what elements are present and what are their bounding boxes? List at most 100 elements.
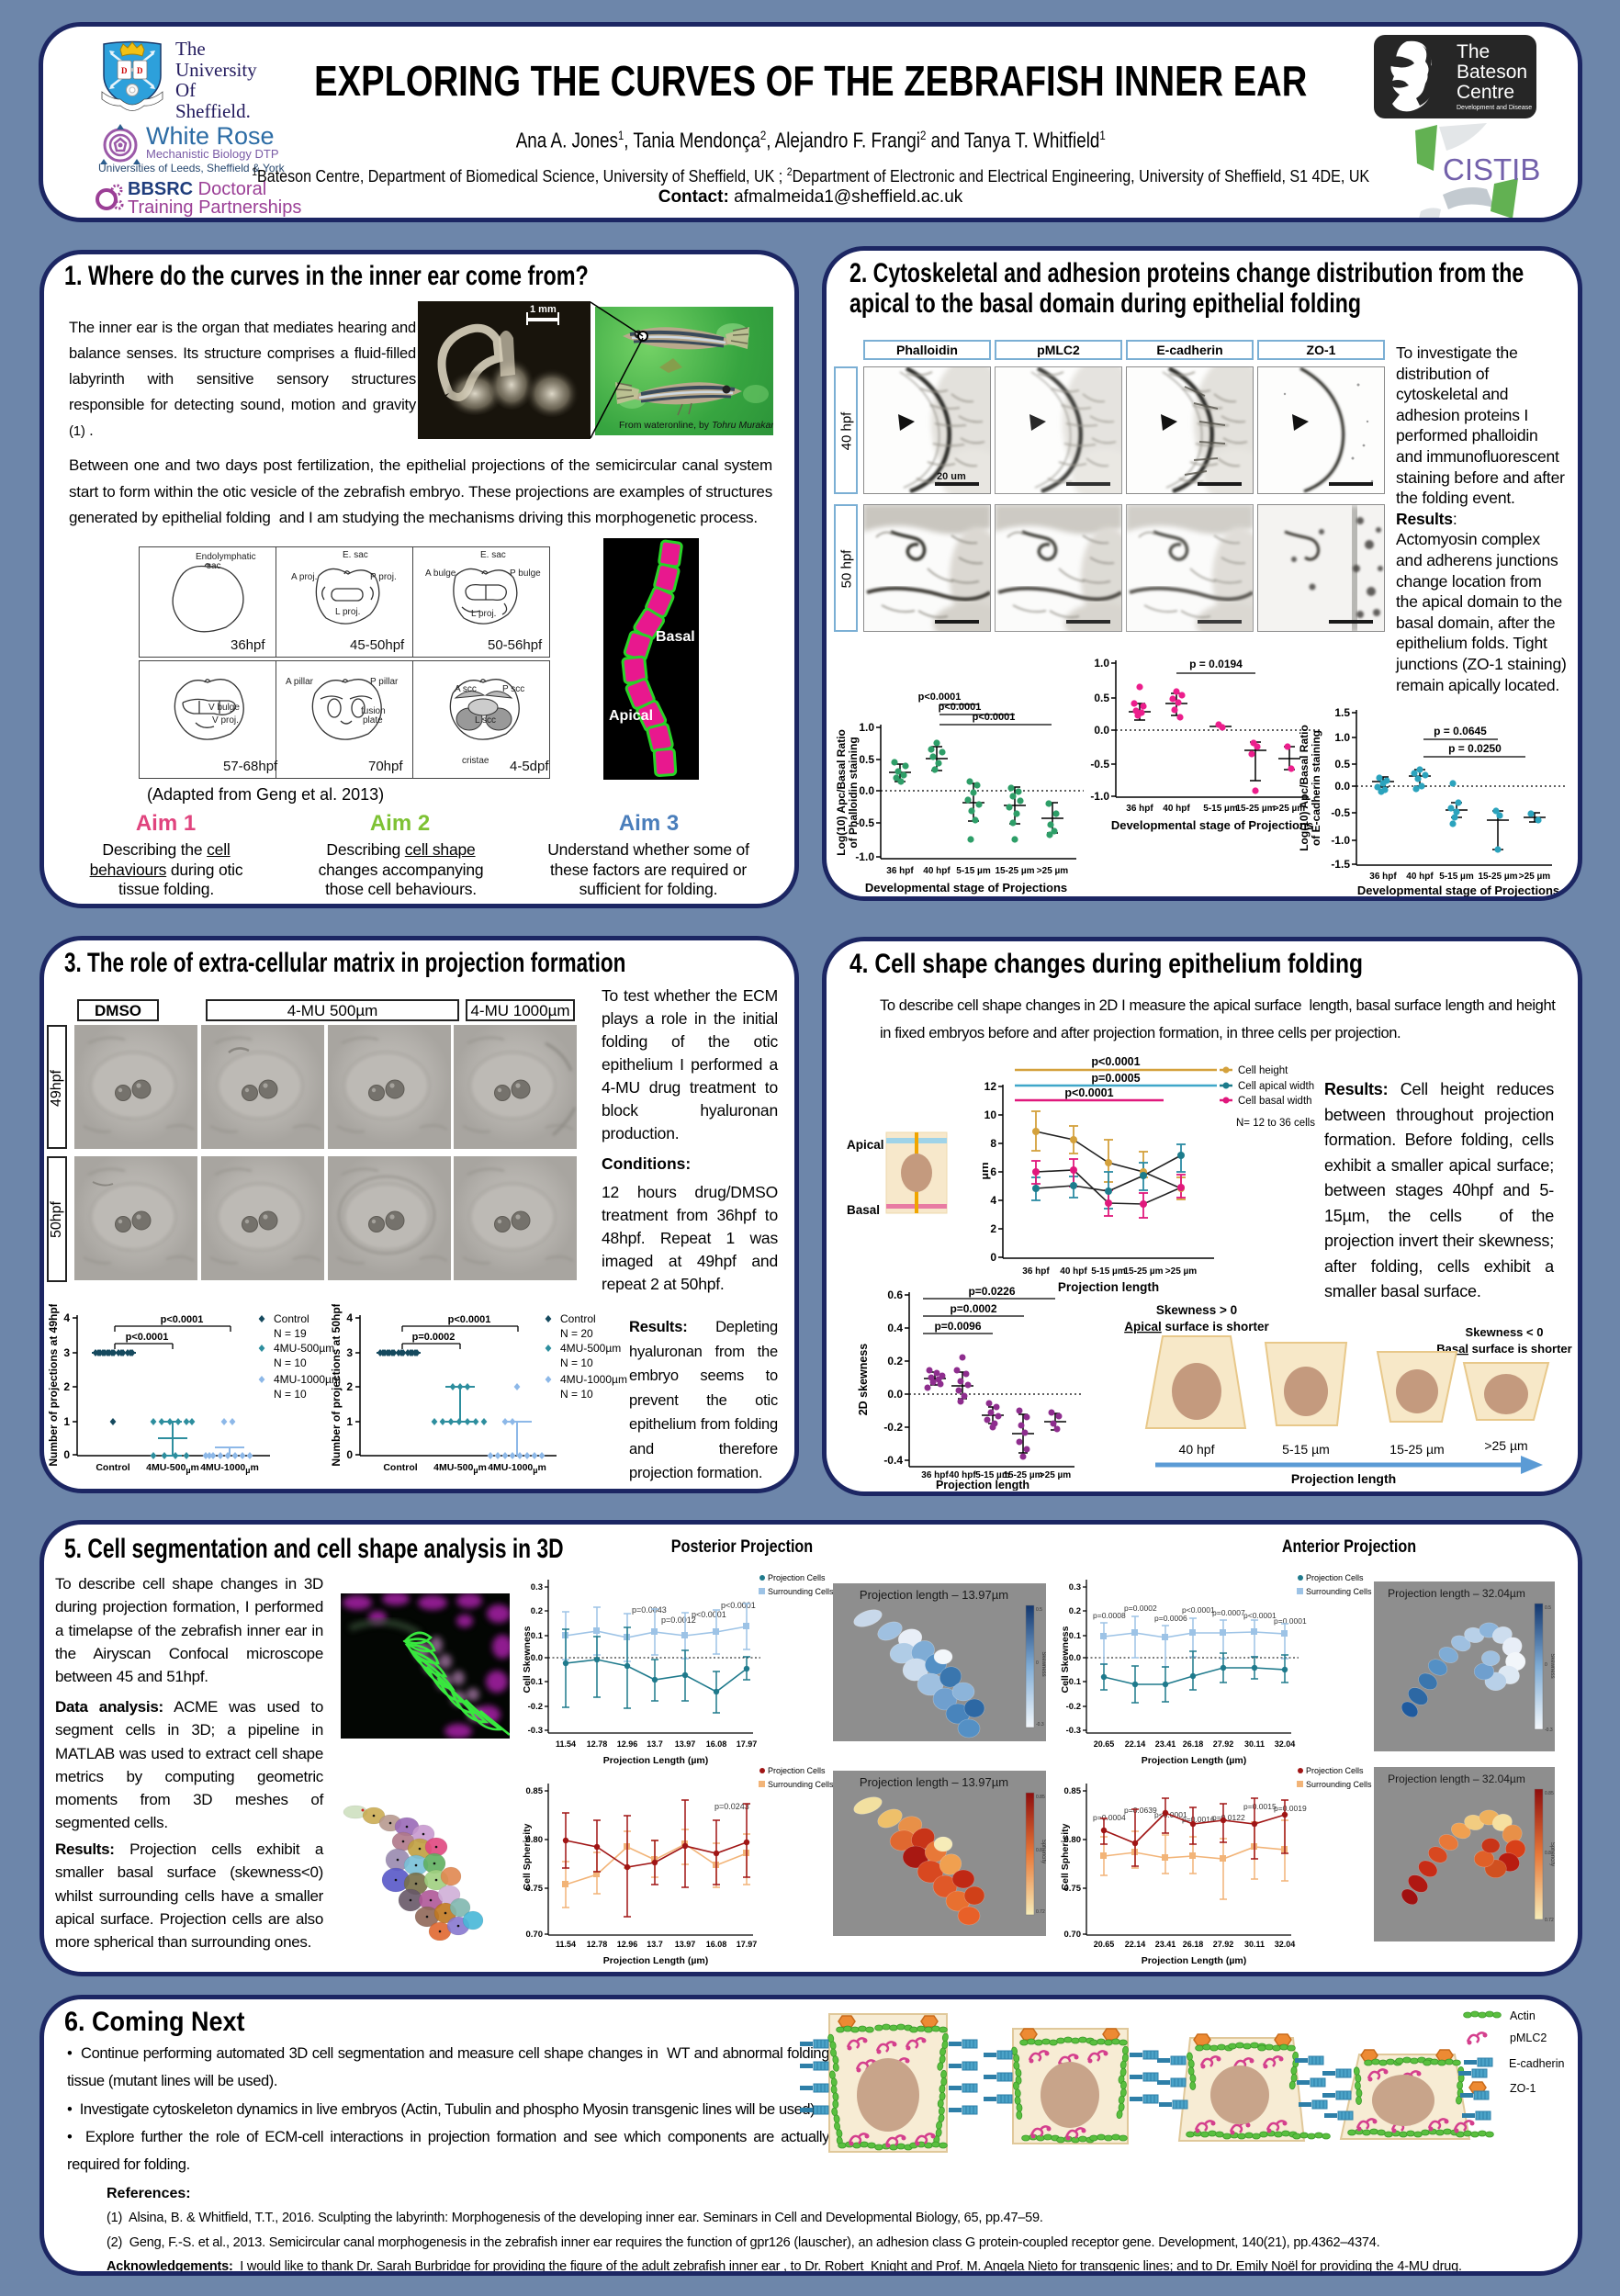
svg-text:-0.2: -0.2 bbox=[883, 1421, 903, 1434]
svg-text:>25 µm: >25 µm bbox=[1484, 1438, 1527, 1453]
svg-text:15-25 µm: 15-25 µm bbox=[1123, 1266, 1163, 1277]
svg-text:p<0.0001: p<0.0001 bbox=[973, 712, 1016, 723]
svg-text:Projection length – 13.97µm: Projection length – 13.97µm bbox=[860, 1588, 1008, 1602]
svg-text:Projection Length (µm): Projection Length (µm) bbox=[603, 1955, 709, 1966]
svg-text:0.1: 0.1 bbox=[1069, 1631, 1082, 1641]
svg-text:N = 19: N = 19 bbox=[274, 1327, 307, 1340]
svg-text:13.7: 13.7 bbox=[647, 1940, 663, 1949]
svg-text:p=0.0043: p=0.0043 bbox=[632, 1605, 667, 1615]
svg-text:0.5: 0.5 bbox=[1334, 758, 1350, 771]
svg-text:2D skewness: 2D skewness bbox=[857, 1344, 870, 1416]
svg-text:0.2: 0.2 bbox=[887, 1355, 903, 1367]
svg-text:L proj.: L proj. bbox=[471, 609, 496, 619]
svg-text:0.3: 0.3 bbox=[531, 1582, 543, 1593]
svg-text:30.11: 30.11 bbox=[1244, 1739, 1265, 1749]
svg-text:40 hpf: 40 hpf bbox=[923, 866, 951, 876]
svg-text:20 um: 20 um bbox=[937, 471, 966, 482]
svg-text:15-25 µm: 15-25 µm bbox=[995, 866, 1034, 876]
svg-text:Control: Control bbox=[383, 1462, 417, 1473]
svg-text:A proj.: A proj. bbox=[291, 572, 317, 582]
svg-text:Basal: Basal bbox=[656, 629, 695, 645]
svg-text:Projection length – 32.04µm: Projection length – 32.04µm bbox=[1388, 1587, 1525, 1600]
svg-text:0.8: 0.8 bbox=[1036, 1848, 1042, 1853]
svg-text:Skewness > 0: Skewness > 0 bbox=[1156, 1303, 1237, 1317]
svg-text:p<0.0001: p<0.0001 bbox=[448, 1314, 491, 1325]
svg-text:13.97: 13.97 bbox=[675, 1940, 696, 1949]
svg-text:0.85: 0.85 bbox=[526, 1786, 544, 1796]
svg-text:Projection Cells: Projection Cells bbox=[1306, 1573, 1364, 1582]
svg-text:0: 0 bbox=[63, 1448, 70, 1461]
svg-text:4MU-500µm: 4MU-500µm bbox=[433, 1462, 487, 1475]
svg-text:13.97: 13.97 bbox=[675, 1739, 696, 1749]
svg-text:0.5: 0.5 bbox=[1094, 692, 1109, 704]
svg-text:>25 µm: >25 µm bbox=[1165, 1266, 1198, 1277]
svg-text:36hpf: 36hpf bbox=[231, 637, 265, 653]
svg-text:0.70: 0.70 bbox=[1064, 1930, 1082, 1940]
svg-text:Cell Skewness: Cell Skewness bbox=[522, 1626, 533, 1693]
svg-text:12.96: 12.96 bbox=[617, 1739, 638, 1749]
svg-text:Number of projections at 49hpf: Number of projections at 49hpf bbox=[47, 1304, 60, 1467]
svg-text:23.41: 23.41 bbox=[1155, 1940, 1176, 1949]
svg-text:-0.5: -0.5 bbox=[1331, 806, 1350, 819]
svg-text:Surrounding Cells: Surrounding Cells bbox=[1306, 1780, 1372, 1789]
svg-text:p=0.0006: p=0.0006 bbox=[1154, 1614, 1187, 1623]
svg-text:Projection length – 32.04µm: Projection length – 32.04µm bbox=[1388, 1773, 1525, 1785]
svg-text:A pillar: A pillar bbox=[286, 677, 314, 687]
svg-text:0.75: 0.75 bbox=[1064, 1884, 1082, 1894]
svg-text:p=0.0001: p=0.0001 bbox=[1274, 1616, 1307, 1626]
svg-text:26.18: 26.18 bbox=[1183, 1940, 1204, 1949]
svg-text:sac: sac bbox=[207, 561, 221, 571]
svg-text:1: 1 bbox=[346, 1415, 353, 1428]
svg-text:Surrounding Cells: Surrounding Cells bbox=[768, 1780, 834, 1789]
svg-text:4MU-1000µm: 4MU-1000µm bbox=[488, 1462, 546, 1475]
svg-text:p=0.0639: p=0.0639 bbox=[1124, 1806, 1157, 1815]
svg-text:P scc: P scc bbox=[502, 684, 524, 694]
svg-text:-0.3: -0.3 bbox=[1066, 1726, 1081, 1736]
svg-text:12: 12 bbox=[984, 1080, 997, 1093]
svg-text:Control: Control bbox=[274, 1312, 309, 1325]
svg-text:20.65: 20.65 bbox=[1094, 1739, 1115, 1749]
svg-text:0.0: 0.0 bbox=[1069, 1653, 1081, 1663]
svg-text:11.54: 11.54 bbox=[556, 1739, 576, 1749]
svg-text:40 hpf: 40 hpf bbox=[1179, 1442, 1215, 1457]
svg-text:32.04: 32.04 bbox=[1275, 1940, 1296, 1949]
svg-text:15-25 µm: 15-25 µm bbox=[1389, 1442, 1444, 1457]
svg-text:P bulge: P bulge bbox=[510, 568, 541, 579]
svg-text:N= 12 to 36 cells: N= 12 to 36 cells bbox=[1236, 1118, 1315, 1129]
svg-text:-0.1: -0.1 bbox=[528, 1677, 544, 1687]
svg-text:Control: Control bbox=[560, 1312, 596, 1325]
svg-text:Projection Length (µm): Projection Length (µm) bbox=[603, 1755, 709, 1766]
svg-text:15-25 µm: 15-25 µm bbox=[1003, 1470, 1042, 1480]
svg-text:2: 2 bbox=[63, 1380, 70, 1393]
svg-text:Developmental stage of Project: Developmental stage of Projections bbox=[865, 881, 1067, 895]
svg-text:-0.5: -0.5 bbox=[1090, 758, 1109, 771]
svg-text:-1.0: -1.0 bbox=[1090, 790, 1109, 803]
svg-text:4MU-500µm: 4MU-500µm bbox=[146, 1462, 199, 1475]
svg-text:1.0: 1.0 bbox=[1094, 657, 1109, 670]
svg-text:0.0: 0.0 bbox=[887, 1388, 903, 1401]
svg-text:Projection Cells: Projection Cells bbox=[1306, 1766, 1364, 1775]
svg-text:4-5dpf: 4-5dpf bbox=[510, 759, 549, 774]
svg-text:45-50hpf: 45-50hpf bbox=[350, 637, 405, 653]
svg-text:-0.3: -0.3 bbox=[528, 1726, 543, 1736]
svg-text:Cell basal width: Cell basal width bbox=[1238, 1096, 1312, 1107]
svg-text:p=0.0015: p=0.0015 bbox=[1243, 1802, 1277, 1811]
svg-text:36 hpf: 36 hpf bbox=[1022, 1266, 1050, 1277]
svg-text:0.2: 0.2 bbox=[1069, 1606, 1081, 1616]
svg-text:Projection Length (µm): Projection Length (µm) bbox=[1142, 1955, 1247, 1966]
svg-text:23.41: 23.41 bbox=[1155, 1739, 1176, 1749]
svg-text:p=0.0008: p=0.0008 bbox=[1093, 1611, 1126, 1620]
svg-text:0.0: 0.0 bbox=[1094, 724, 1109, 737]
svg-text:p=0.0012: p=0.0012 bbox=[661, 1615, 696, 1625]
svg-text:Basal surface is shorter: Basal surface is shorter bbox=[1436, 1342, 1571, 1356]
svg-text:E. sac: E. sac bbox=[480, 550, 506, 560]
svg-text:p = 0.0250: p = 0.0250 bbox=[1448, 742, 1502, 755]
svg-text:N = 20: N = 20 bbox=[560, 1327, 593, 1340]
svg-text:0.72: 0.72 bbox=[1036, 1909, 1045, 1915]
svg-text:6: 6 bbox=[990, 1165, 996, 1178]
svg-text:p<0.0001: p<0.0001 bbox=[126, 1332, 169, 1343]
svg-text:p=0.0002: p=0.0002 bbox=[950, 1302, 996, 1315]
svg-text:0.75: 0.75 bbox=[526, 1884, 544, 1894]
svg-text:5-15 µm: 5-15 µm bbox=[1282, 1442, 1330, 1457]
svg-text:Projection Cells: Projection Cells bbox=[768, 1573, 826, 1582]
